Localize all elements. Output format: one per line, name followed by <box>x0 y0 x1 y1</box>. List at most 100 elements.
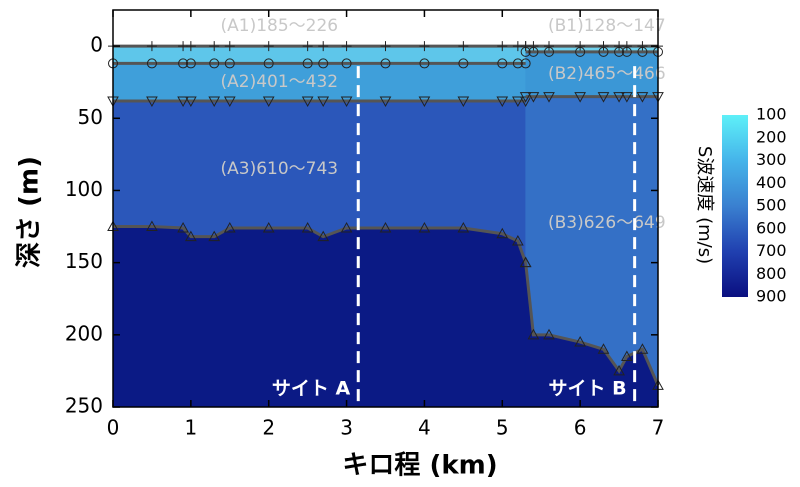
x-tick-label: 0 <box>107 416 120 440</box>
x-axis-label: キロ程 (km) <box>342 451 497 481</box>
layer-label: (B1)128～147 <box>548 16 666 36</box>
marker-circle <box>520 46 531 57</box>
colorbar-tick-label: 500 <box>756 196 787 215</box>
marker-triangle-down <box>185 96 197 107</box>
boundary-line <box>524 262 660 386</box>
marker-plus <box>146 41 157 52</box>
layer-label: (A1)185～226 <box>221 16 339 36</box>
marker-triangle-down <box>301 96 314 107</box>
plot-frame <box>112 9 659 408</box>
marker-triangle-down <box>457 96 470 107</box>
site-label: サイト B <box>549 378 627 400</box>
marker-triangle-down <box>543 92 555 103</box>
marker-triangle-down <box>613 92 625 103</box>
marker-plus <box>224 41 235 52</box>
marker-triangle-up <box>418 221 431 233</box>
marker-triangle-up <box>379 221 392 233</box>
marker-plus <box>528 41 539 52</box>
marker-triangle-up <box>496 227 509 239</box>
marker-circle <box>380 58 391 69</box>
marker-triangle-up <box>636 343 649 354</box>
marker-triangle-up <box>317 230 330 242</box>
marker-plus <box>185 41 196 52</box>
marker-circle <box>146 58 157 69</box>
marker-triangle-down <box>621 92 633 103</box>
marker-plus <box>263 41 274 52</box>
marker-triangle-down <box>418 96 431 107</box>
overlay: (A1)185～226 (A2)401～432 (A3)610～743 (B1)128… <box>107 16 666 407</box>
x-tick-label: 3 <box>340 416 353 440</box>
marker-circle <box>419 58 430 69</box>
marker-triangle-down <box>597 92 610 103</box>
marker-plus <box>637 41 648 52</box>
marker-plus <box>380 41 391 52</box>
marker-circle <box>528 46 539 57</box>
marker-circle <box>224 58 235 69</box>
x-tick-label: 2 <box>262 416 275 440</box>
marker-triangle-down <box>636 92 649 103</box>
marker-triangle-up <box>223 221 236 233</box>
colorbar-tick-label: 900 <box>756 287 787 306</box>
marker-plus <box>318 41 329 52</box>
marker-circle <box>575 46 586 57</box>
marker-plus <box>302 41 313 52</box>
marker-plus <box>209 41 220 52</box>
marker-circle <box>302 58 313 69</box>
marker-circle <box>341 58 352 69</box>
marker-triangle-up <box>177 221 189 233</box>
x-tick-label: 7 <box>652 416 665 440</box>
marker-triangle-down <box>208 96 221 107</box>
marker-triangle-up <box>621 350 633 361</box>
marker-triangle-up <box>208 230 221 242</box>
marker-triangle-up <box>457 221 470 233</box>
marker-circle <box>178 58 189 69</box>
x-tick-label: 4 <box>418 416 431 440</box>
marker-plus <box>497 41 508 52</box>
y-tick-label: 200 <box>65 321 103 345</box>
marker-triangle-down <box>379 96 392 107</box>
marker-triangle-down <box>146 96 158 107</box>
marker-triangle-up <box>519 256 532 268</box>
y-tick-label: 0 <box>90 33 103 57</box>
marker-circle <box>512 58 523 69</box>
marker-plus <box>419 41 430 52</box>
marker-circle <box>263 58 274 69</box>
marker-circle <box>185 58 196 69</box>
marker-triangle-down <box>317 96 330 107</box>
marker-triangle-up <box>262 221 275 233</box>
layers <box>112 45 659 408</box>
marker-circle <box>598 46 609 57</box>
marker-triangle-up <box>146 220 158 232</box>
marker-circle <box>637 46 648 57</box>
marker-triangle-down <box>223 96 236 107</box>
marker-plus <box>621 41 632 52</box>
marker-plus <box>598 41 609 52</box>
marker-circle <box>318 58 329 69</box>
marker-triangle-up <box>301 221 314 233</box>
y-tick-label: 250 <box>65 394 103 418</box>
marker-plus <box>575 41 586 52</box>
y-axis-label: 深さ (m) <box>15 156 45 268</box>
marker-plus <box>544 41 554 52</box>
marker-plus <box>341 41 352 52</box>
colorbar-tick-label: 700 <box>756 241 787 260</box>
colorbar-tick-label: 200 <box>756 127 787 146</box>
x-tick-label: 5 <box>496 416 509 440</box>
site-label: サイト A <box>272 378 351 400</box>
layer-label: (B2)465～466 <box>548 64 666 84</box>
y-tick-label: 150 <box>65 249 103 273</box>
marker-circle <box>209 58 220 69</box>
marker-circle <box>621 46 632 57</box>
colorbar-tick-label: 600 <box>756 218 787 237</box>
marker-triangle-down <box>512 96 524 107</box>
colorbar-label: S波速度 (m/s) <box>694 146 715 264</box>
x-tick-label: 6 <box>574 416 587 440</box>
x-tick-label: 1 <box>184 416 197 440</box>
colorbar-tick-label: 300 <box>756 150 787 169</box>
layer-label: (A3)610～743 <box>221 159 339 179</box>
marker-triangle-down <box>574 92 586 103</box>
marker-triangle-up <box>574 336 586 347</box>
marker-circle <box>458 58 469 69</box>
layer-label: (B3)626～649 <box>548 213 666 233</box>
